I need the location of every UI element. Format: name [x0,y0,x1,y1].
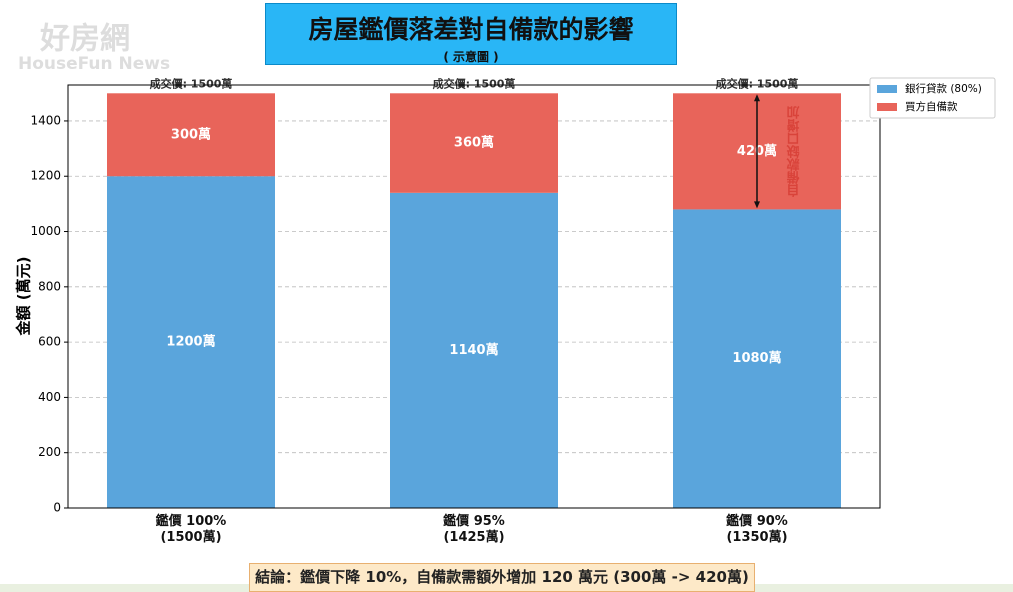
conclusion: 結論：鑑價下降 10%，自備款需額外增加 120 萬元 (300萬 -> 420… [249,563,755,592]
watermark: 好房網 [39,22,130,57]
legend-swatch [877,103,897,111]
x-tick-label: 鑑價 90% (1350萬) [726,514,788,545]
bar-segment [673,209,841,509]
value-label: 1080萬 [732,350,781,366]
y-tick-label: 600 [38,335,61,349]
y-tick-label: 800 [38,279,61,293]
y-tick-label: 400 [38,390,61,404]
value-label: 1140萬 [449,342,498,358]
x-tick-label: 鑑價 100% (1500萬) [155,514,227,545]
legend: 銀行貸款 (80%) 買方自備款 [869,77,996,119]
bar-segment [107,176,275,508]
chart-title: 房屋鑑價落差對自備款的影響 [308,15,634,44]
top-label: 成交價: 1500萬 [433,76,516,90]
value-label: 360萬 [454,135,494,151]
watermark: HouseFun News [18,54,170,74]
legend-frame [869,77,996,119]
x-tick-label: 鑑價 95% (1425萬) [443,514,505,545]
arrow-head [754,201,760,209]
top-label: 成交價: 1500萬 [150,76,233,90]
legend-swatch [877,85,897,93]
bar-segment [107,93,275,177]
plot-frame [67,84,881,509]
title-box: 房屋鑑價落差對自備款的影響 ( 示意圖 ) [265,3,677,65]
subtitle: ( 示意圖 ) [443,50,499,64]
legend-label: 買方自備款 [905,100,958,113]
arrow-head [754,94,760,102]
y-tick-label: 1200 [30,169,61,183]
top-label: 成交價: 1500萬 [716,76,799,90]
y-tick-label: 1400 [30,113,61,127]
value-label: 1200萬 [166,334,215,350]
y-tick-label: 200 [38,445,61,459]
y-tick-label: 1000 [30,224,61,238]
value-label: 300萬 [171,126,211,142]
bar-segment [390,192,558,508]
y-axis-label: 金額 (萬元) [15,257,33,337]
y-tick-label: 0 [53,501,61,515]
bar-segment [390,93,558,193]
legend-label: 銀行貸款 (80%) [905,82,982,95]
annotation: 自備款缺口增加 [786,104,803,197]
